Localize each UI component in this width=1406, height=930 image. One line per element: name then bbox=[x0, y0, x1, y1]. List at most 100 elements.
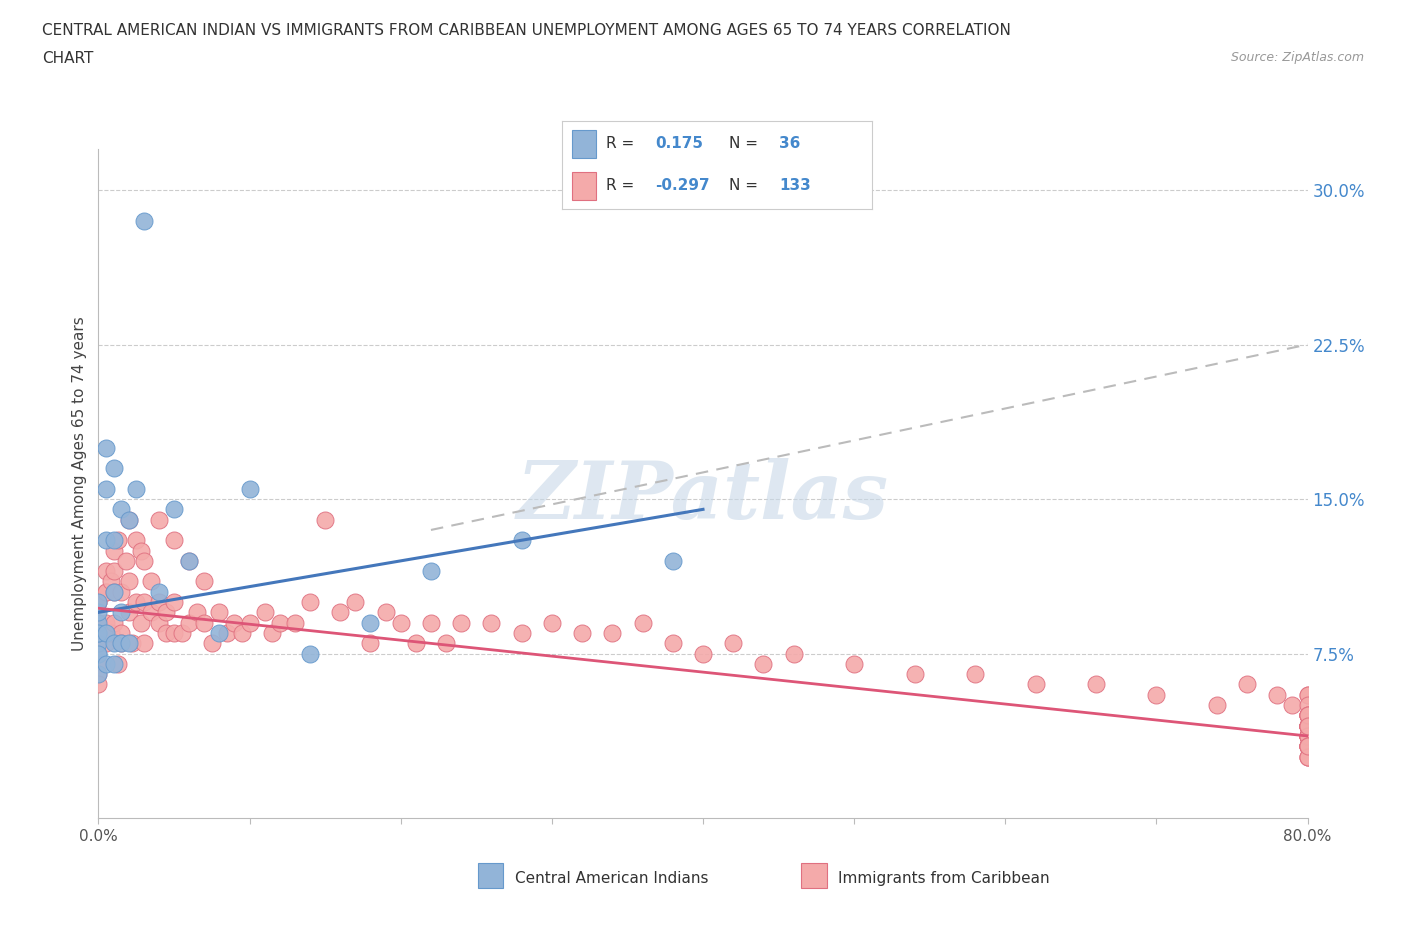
Point bbox=[148, 512, 170, 527]
Point bbox=[155, 604, 177, 619]
Point bbox=[179, 553, 201, 568]
Point bbox=[193, 574, 215, 589]
Point bbox=[360, 616, 382, 631]
Point bbox=[1296, 718, 1319, 733]
Point bbox=[87, 616, 110, 631]
Point bbox=[179, 553, 201, 568]
Point bbox=[1296, 728, 1319, 743]
Point bbox=[1296, 698, 1319, 712]
Point bbox=[752, 657, 775, 671]
Point bbox=[103, 533, 125, 548]
Point bbox=[1296, 708, 1319, 723]
Point bbox=[87, 626, 110, 641]
Point bbox=[148, 616, 170, 631]
Point bbox=[129, 543, 152, 558]
Point bbox=[1296, 687, 1319, 702]
Point bbox=[125, 482, 148, 497]
Point bbox=[110, 502, 132, 517]
Point bbox=[1267, 687, 1289, 702]
Point bbox=[94, 626, 117, 641]
Point bbox=[231, 626, 253, 641]
Bar bbox=[572, 129, 596, 158]
Point bbox=[91, 626, 114, 641]
Point bbox=[1296, 750, 1319, 764]
Point bbox=[723, 636, 745, 651]
Point bbox=[692, 646, 714, 661]
Point bbox=[87, 667, 110, 682]
Point bbox=[94, 482, 117, 497]
Point bbox=[87, 626, 110, 641]
Point bbox=[129, 616, 152, 631]
Text: -0.297: -0.297 bbox=[655, 178, 710, 193]
Point bbox=[121, 636, 143, 651]
Text: 36: 36 bbox=[779, 137, 800, 152]
Point bbox=[1296, 718, 1319, 733]
Point bbox=[602, 626, 624, 641]
Point bbox=[510, 533, 533, 548]
Point bbox=[360, 636, 382, 651]
Point bbox=[208, 604, 231, 619]
Text: R =: R = bbox=[606, 178, 638, 193]
Point bbox=[163, 626, 186, 641]
Point bbox=[87, 636, 110, 651]
Point bbox=[420, 616, 443, 631]
Point bbox=[107, 657, 129, 671]
Point bbox=[1296, 728, 1319, 743]
Point bbox=[1296, 718, 1319, 733]
Point bbox=[87, 616, 110, 631]
Point bbox=[94, 657, 117, 671]
Point bbox=[1296, 708, 1319, 723]
Bar bbox=[572, 172, 596, 201]
Point bbox=[329, 604, 352, 619]
Point bbox=[904, 667, 927, 682]
Point bbox=[262, 626, 284, 641]
Point bbox=[87, 626, 110, 641]
Point bbox=[132, 214, 155, 229]
Point bbox=[179, 616, 201, 631]
Point bbox=[1296, 738, 1319, 753]
Point bbox=[87, 646, 110, 661]
Point bbox=[103, 657, 125, 671]
Point bbox=[94, 626, 117, 641]
Point bbox=[1296, 708, 1319, 723]
Point bbox=[114, 553, 136, 568]
Point bbox=[1085, 677, 1108, 692]
Point bbox=[100, 626, 122, 641]
Point bbox=[434, 636, 457, 651]
Point bbox=[1281, 698, 1303, 712]
Point bbox=[844, 657, 866, 671]
Point bbox=[239, 482, 262, 497]
Point bbox=[1296, 738, 1319, 753]
Point bbox=[1296, 738, 1319, 753]
Point bbox=[118, 636, 141, 651]
Point bbox=[571, 626, 593, 641]
Point bbox=[87, 636, 110, 651]
Point bbox=[299, 646, 322, 661]
Point bbox=[420, 564, 443, 578]
Point bbox=[132, 594, 155, 609]
Point bbox=[1236, 677, 1258, 692]
Point bbox=[299, 594, 322, 609]
Point bbox=[103, 543, 125, 558]
Point bbox=[107, 533, 129, 548]
Point bbox=[481, 616, 503, 631]
Point bbox=[132, 636, 155, 651]
Point bbox=[1296, 708, 1319, 723]
Point bbox=[87, 667, 110, 682]
Point bbox=[1296, 738, 1319, 753]
Point bbox=[103, 584, 125, 599]
Point bbox=[103, 636, 125, 651]
Point bbox=[163, 594, 186, 609]
Point bbox=[1296, 738, 1319, 753]
Point bbox=[148, 584, 170, 599]
Point bbox=[163, 533, 186, 548]
Point bbox=[1296, 718, 1319, 733]
Point bbox=[110, 626, 132, 641]
Point bbox=[1024, 677, 1046, 692]
Point bbox=[118, 604, 141, 619]
Point bbox=[1296, 708, 1319, 723]
Point bbox=[87, 616, 110, 631]
Point bbox=[253, 604, 276, 619]
Point bbox=[1296, 718, 1319, 733]
Point bbox=[141, 604, 163, 619]
